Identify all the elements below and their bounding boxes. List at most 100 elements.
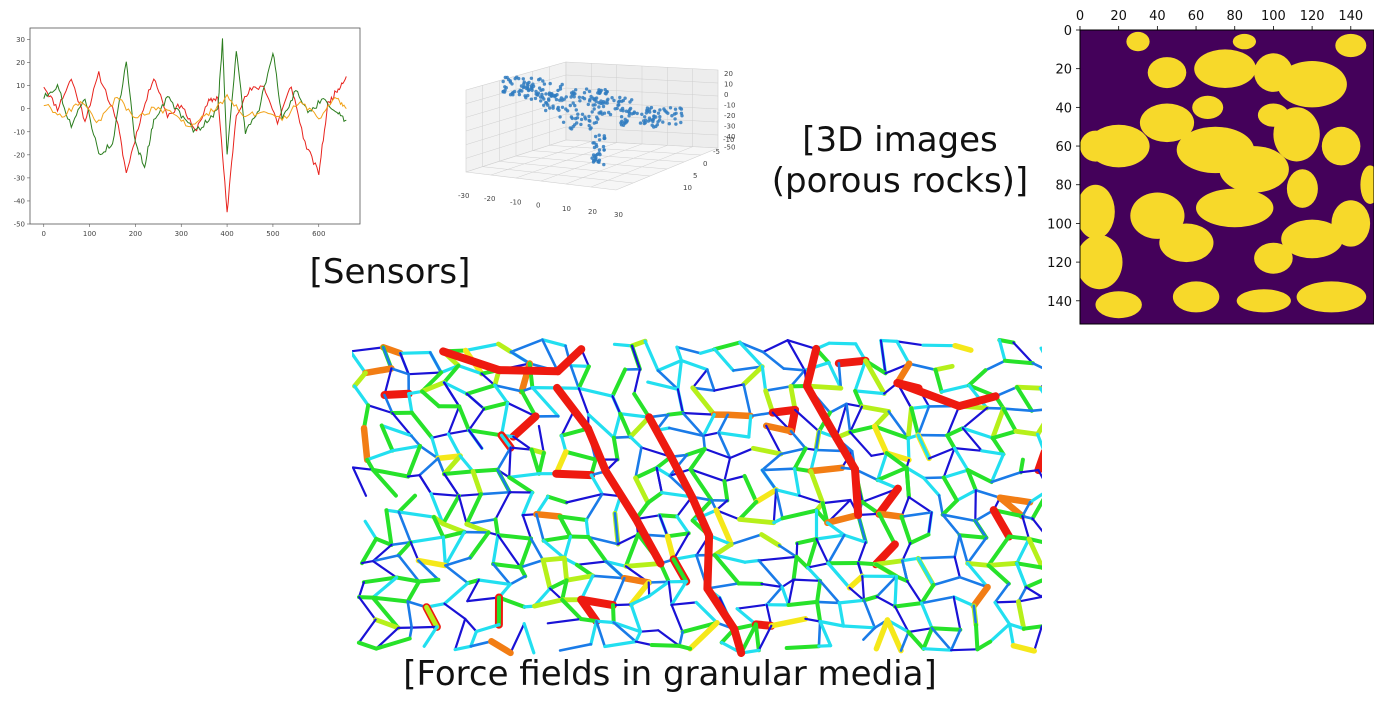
force-contact — [851, 465, 863, 519]
force-contact — [900, 496, 911, 518]
force-contact — [447, 429, 471, 436]
force-contact — [443, 602, 467, 620]
force-contact — [464, 617, 478, 633]
scatter-point — [538, 77, 542, 81]
force-contact — [774, 488, 801, 498]
force-contact — [904, 466, 926, 480]
force-contact — [442, 469, 475, 476]
force-contact — [418, 444, 440, 460]
force-contact — [565, 493, 604, 504]
force-contact — [611, 435, 620, 462]
force-contact — [965, 561, 990, 589]
force-contact — [1027, 536, 1042, 545]
z-tick-label: 0 — [724, 91, 728, 99]
force-contact — [757, 624, 773, 652]
force-contact — [874, 562, 899, 579]
grid-line — [590, 146, 693, 188]
force-contact — [949, 648, 979, 652]
force-contact — [687, 620, 720, 652]
force-contact — [647, 580, 671, 584]
z-tick-label: 10 — [724, 81, 733, 89]
force-contact — [633, 465, 659, 480]
force-contact — [747, 414, 753, 439]
force-contact — [1028, 492, 1042, 504]
scatter-point — [591, 96, 595, 100]
scatter-point — [643, 121, 647, 125]
force-contact — [760, 582, 784, 589]
scatter-point — [622, 121, 626, 125]
force-contact — [420, 389, 441, 409]
scatter-point — [571, 101, 575, 105]
force-contact — [541, 534, 573, 543]
force-contact — [494, 491, 511, 521]
z-tick-label: -10 — [724, 102, 735, 110]
force-contact — [965, 468, 978, 493]
force-contact — [390, 444, 422, 453]
force-contact — [1035, 432, 1042, 451]
scatter-point — [670, 114, 674, 118]
scatter-point — [521, 77, 525, 81]
scatter-point — [529, 97, 534, 101]
y-tick-label: -40 — [14, 197, 25, 205]
force-contact — [713, 347, 735, 373]
force-contact — [595, 619, 607, 648]
force-contact — [365, 449, 395, 462]
force-contact — [815, 600, 841, 605]
force-contact — [1039, 346, 1042, 354]
force-contact — [495, 533, 533, 541]
force-contact — [731, 365, 764, 372]
force-contact — [443, 530, 466, 568]
scatter-point — [597, 151, 601, 155]
scatter-point — [618, 95, 622, 100]
force-contact — [872, 540, 899, 569]
force-contact — [1007, 534, 1031, 541]
force-contact — [601, 467, 640, 524]
force-contact — [961, 406, 989, 430]
force-contact — [703, 531, 714, 593]
force-contact — [537, 424, 545, 455]
force-chains — [352, 338, 1042, 657]
force-contact — [491, 562, 512, 586]
pore-blob — [1321, 126, 1361, 166]
force-contact — [722, 479, 730, 503]
force-contact — [558, 642, 593, 652]
force-contact — [872, 424, 911, 441]
force-contact — [488, 638, 514, 657]
pore-blob — [1147, 57, 1187, 89]
pore-blob — [1194, 49, 1256, 88]
scatter-point — [666, 111, 670, 115]
force-contact — [589, 473, 604, 496]
y-tick-label: 40 — [1055, 101, 1072, 116]
force-contact — [986, 560, 1020, 568]
force-contact — [541, 338, 560, 373]
force-contact — [1010, 642, 1037, 654]
force-contact — [789, 368, 807, 388]
force-contact — [509, 446, 533, 451]
force-contact — [893, 601, 924, 609]
force-contact — [876, 451, 889, 482]
force-contact — [835, 402, 848, 439]
scatter-point — [602, 148, 606, 152]
force-contact — [623, 561, 663, 569]
force-contact — [941, 513, 977, 523]
pore-blob — [1126, 31, 1150, 52]
force-contact — [826, 561, 852, 590]
force-contact — [893, 605, 910, 634]
force-contact — [762, 422, 795, 435]
force-contact — [906, 580, 923, 605]
force-contact — [518, 565, 528, 579]
scatter-point — [678, 106, 682, 110]
force-contact — [530, 385, 560, 418]
force-contact — [496, 341, 514, 355]
force-contact — [618, 412, 651, 419]
scatter-point — [556, 105, 560, 110]
force-contact — [863, 358, 887, 396]
scatter-point — [592, 141, 596, 145]
force-contact — [738, 341, 765, 354]
y-tick-label: 30 — [16, 36, 25, 44]
scatter-point — [558, 115, 562, 119]
force-contact — [374, 636, 412, 651]
force-contact — [611, 603, 616, 625]
force-contact — [907, 627, 934, 634]
force-contact — [474, 623, 501, 634]
